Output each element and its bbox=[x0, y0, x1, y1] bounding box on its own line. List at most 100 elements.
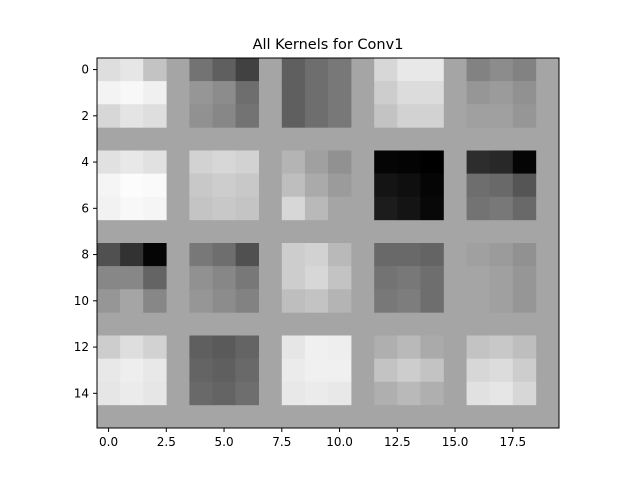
heatmap-cell bbox=[235, 173, 259, 198]
heatmap-cell bbox=[143, 381, 167, 406]
plot-area bbox=[97, 58, 559, 428]
chart-title: All Kernels for Conv1 bbox=[253, 37, 404, 53]
heatmap-cell bbox=[235, 381, 259, 406]
x-tick-label: 2.5 bbox=[157, 435, 176, 449]
heatmap-cell bbox=[281, 196, 306, 221]
heatmap-cell bbox=[143, 358, 167, 383]
heatmap-cell bbox=[235, 266, 259, 290]
heatmap-cell bbox=[281, 150, 306, 174]
heatmap-cell bbox=[189, 358, 213, 383]
heatmap-cell bbox=[397, 173, 421, 198]
kernel-block bbox=[281, 58, 352, 128]
y-tick-label: 0 bbox=[81, 63, 89, 77]
heatmap-cell bbox=[374, 150, 398, 174]
heatmap-cell bbox=[489, 150, 514, 174]
heatmap-cell bbox=[189, 196, 213, 221]
heatmap-cell bbox=[212, 150, 236, 174]
heatmap-cell bbox=[420, 335, 444, 359]
heatmap-cell bbox=[235, 58, 259, 82]
heatmap-cell bbox=[328, 381, 352, 406]
heatmap-cell bbox=[120, 173, 144, 198]
heatmap-cell bbox=[420, 58, 444, 82]
heatmap-cell bbox=[374, 81, 398, 105]
heatmap-cell bbox=[120, 289, 144, 313]
heatmap-cell bbox=[189, 173, 213, 198]
heatmap-cell bbox=[97, 335, 121, 359]
heatmap-cell bbox=[397, 150, 421, 174]
heatmap-cell bbox=[374, 289, 398, 313]
heatmap-cell bbox=[281, 335, 306, 359]
heatmap-cell bbox=[489, 335, 514, 359]
heatmap-cell bbox=[143, 58, 167, 82]
heatmap-cell bbox=[397, 58, 421, 82]
heatmap-cell bbox=[235, 358, 259, 383]
heatmap-cell bbox=[466, 358, 490, 383]
heatmap-cell bbox=[328, 81, 352, 105]
kernel-block bbox=[189, 58, 259, 128]
heatmap-cell bbox=[512, 58, 537, 82]
heatmap-cell bbox=[120, 104, 144, 128]
y-tick-label: 12 bbox=[74, 340, 89, 354]
heatmap-cell bbox=[420, 104, 444, 128]
heatmap-cell bbox=[512, 173, 537, 198]
heatmap-cell bbox=[328, 358, 352, 383]
heatmap-cell bbox=[143, 243, 167, 267]
heatmap-cell bbox=[466, 335, 490, 359]
heatmap-cell bbox=[212, 173, 236, 198]
heatmap-cell bbox=[281, 243, 306, 267]
heatmap-cell bbox=[212, 243, 236, 267]
heatmap-cell bbox=[97, 358, 121, 383]
heatmap-cell bbox=[97, 381, 121, 406]
x-tick-label: 5.0 bbox=[215, 435, 234, 449]
heatmap-cell bbox=[304, 289, 329, 313]
kernel-block bbox=[97, 150, 167, 221]
y-tick-label: 14 bbox=[74, 386, 89, 400]
heatmap-cell bbox=[466, 81, 490, 105]
heatmap-cell bbox=[489, 289, 514, 313]
heatmap-cell bbox=[143, 196, 167, 221]
heatmap-cell bbox=[189, 58, 213, 82]
heatmap-cell bbox=[374, 266, 398, 290]
kernel-block bbox=[374, 150, 444, 221]
heatmap-cell bbox=[212, 104, 236, 128]
heatmap-cell bbox=[281, 104, 306, 128]
heatmap-cell bbox=[328, 243, 352, 267]
heatmap-cell bbox=[281, 358, 306, 383]
heatmap-cell bbox=[97, 81, 121, 105]
heatmap-cell bbox=[420, 196, 444, 221]
heatmap-cell bbox=[489, 196, 514, 221]
kernel-block bbox=[97, 243, 167, 313]
heatmap-cell bbox=[420, 81, 444, 105]
heatmap-cell bbox=[304, 81, 329, 105]
heatmap-cell bbox=[420, 173, 444, 198]
x-tick-label: 12.5 bbox=[384, 435, 411, 449]
heatmap-cell bbox=[374, 381, 398, 406]
heatmap-cell bbox=[512, 104, 537, 128]
heatmap-cell bbox=[120, 150, 144, 174]
kernel-block bbox=[374, 335, 444, 406]
heatmap-cell bbox=[420, 266, 444, 290]
heatmap-cell bbox=[235, 104, 259, 128]
heatmap-cell bbox=[97, 58, 121, 82]
heatmap-cell bbox=[466, 173, 490, 198]
heatmap-cell bbox=[466, 104, 490, 128]
heatmap-cell bbox=[512, 335, 537, 359]
heatmap-cell bbox=[489, 266, 514, 290]
heatmap-cell bbox=[143, 266, 167, 290]
heatmap-cell bbox=[212, 335, 236, 359]
heatmap-cell bbox=[304, 173, 329, 198]
heatmap-cell bbox=[235, 150, 259, 174]
heatmap-cell bbox=[466, 289, 490, 313]
heatmap-cell bbox=[328, 173, 352, 198]
heatmap-cell bbox=[304, 196, 329, 221]
heatmap-cell bbox=[512, 289, 537, 313]
heatmap-cell bbox=[328, 150, 352, 174]
x-tick-label: 0.0 bbox=[99, 435, 118, 449]
heatmap-cell bbox=[212, 58, 236, 82]
y-tick-label: 8 bbox=[81, 248, 89, 262]
heatmap-cell bbox=[328, 196, 352, 221]
heatmap-cell bbox=[512, 196, 537, 221]
heatmap-cell bbox=[489, 173, 514, 198]
